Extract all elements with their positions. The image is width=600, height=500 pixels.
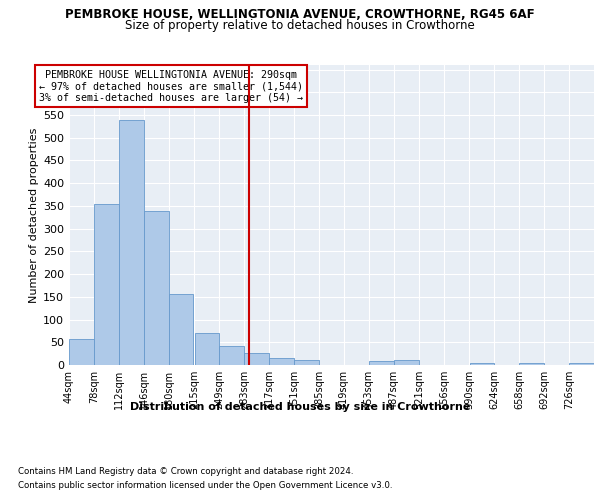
Bar bbox=[194, 333, 219, 365]
Bar bbox=[244, 353, 269, 365]
Bar bbox=[69, 338, 94, 365]
Bar bbox=[394, 360, 419, 365]
Bar bbox=[369, 361, 394, 365]
Bar bbox=[119, 120, 143, 365]
Bar bbox=[269, 358, 294, 365]
Bar bbox=[144, 212, 169, 365]
Text: Contains HM Land Registry data © Crown copyright and database right 2024.: Contains HM Land Registry data © Crown c… bbox=[18, 468, 353, 476]
Bar bbox=[294, 360, 319, 365]
Text: PEMBROKE HOUSE, WELLINGTONIA AVENUE, CROWTHORNE, RG45 6AF: PEMBROKE HOUSE, WELLINGTONIA AVENUE, CRO… bbox=[65, 8, 535, 20]
Bar bbox=[220, 346, 244, 365]
Bar bbox=[94, 204, 119, 365]
Y-axis label: Number of detached properties: Number of detached properties bbox=[29, 128, 39, 302]
Text: Distribution of detached houses by size in Crowthorne: Distribution of detached houses by size … bbox=[130, 402, 470, 412]
Bar bbox=[569, 362, 594, 365]
Bar bbox=[169, 294, 193, 365]
Bar bbox=[470, 362, 494, 365]
Bar bbox=[520, 362, 544, 365]
Text: PEMBROKE HOUSE WELLINGTONIA AVENUE: 290sqm
← 97% of detached houses are smaller : PEMBROKE HOUSE WELLINGTONIA AVENUE: 290s… bbox=[40, 70, 304, 102]
Text: Size of property relative to detached houses in Crowthorne: Size of property relative to detached ho… bbox=[125, 19, 475, 32]
Text: Contains public sector information licensed under the Open Government Licence v3: Contains public sector information licen… bbox=[18, 481, 392, 490]
